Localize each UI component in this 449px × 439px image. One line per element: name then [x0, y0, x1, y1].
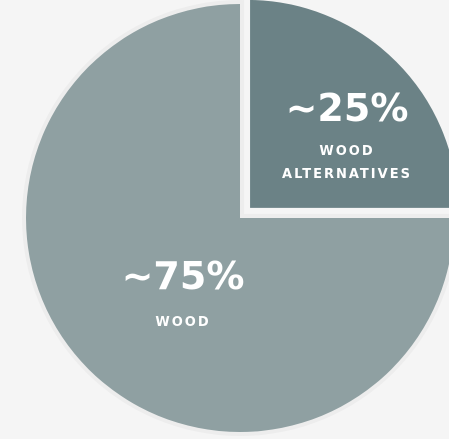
wood-alternatives-category-label-line-1: WOOD	[319, 144, 374, 159]
wood-alternatives-category-label-line-2: ALTERNATIVES	[282, 167, 412, 182]
wood-percent-label: ~75%	[122, 254, 245, 298]
wood-alternatives-percent-label: ~25%	[286, 86, 409, 130]
pie-slice-wood	[26, 4, 449, 432]
pie-slice-wood-alternatives	[244, 0, 449, 214]
wood-category-label: WOOD	[155, 315, 210, 330]
